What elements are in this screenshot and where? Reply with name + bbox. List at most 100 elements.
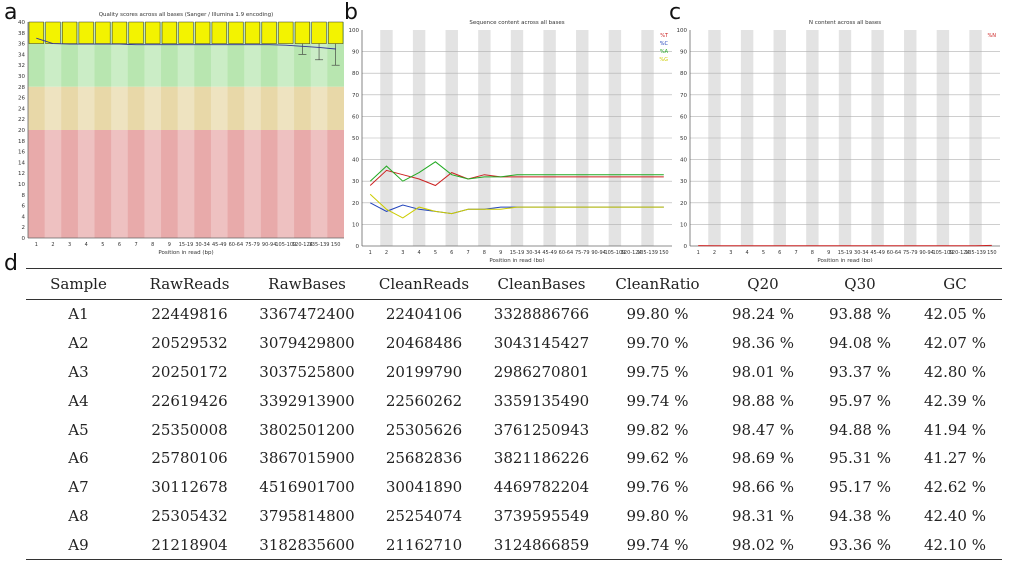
cell-gc: 41.27 % — [924, 449, 986, 468]
y-tick-label: 100 — [349, 28, 360, 34]
x-tick-label: 150 — [331, 242, 341, 248]
x-tick-label: 120-124 — [292, 242, 313, 248]
cell-cleanratio: 99.62 % — [626, 449, 689, 468]
x-tick-label: 30-34 — [854, 250, 869, 256]
cell-cleanbases: 4469782204 — [493, 478, 590, 497]
cell-sample: A3 — [68, 362, 89, 381]
x-tick-label: 4 — [418, 250, 421, 256]
cell-gc: 42.39 % — [924, 391, 986, 410]
quality-box — [111, 21, 128, 44]
y-tick-label: 40 — [352, 158, 359, 164]
quality-box — [145, 21, 161, 44]
column-header-cleanratio: CleanRatio — [601, 268, 714, 300]
quality-box — [228, 21, 244, 44]
x-tick-label: 90-94 — [919, 250, 934, 256]
cell-cleanratio: 99.70 % — [626, 334, 689, 353]
y-tick-label: 70 — [680, 93, 687, 99]
x-tick-label: 120-124 — [949, 250, 970, 256]
cell-cleanreads: 21162710 — [366, 530, 482, 561]
qc-summary-table: Sample RawReads RawBases CleanReads CleanBas… — [26, 268, 1002, 561]
x-tick-label: 5 — [101, 242, 104, 248]
y-tick-label: 40 — [18, 20, 25, 26]
column-stripe — [244, 22, 261, 238]
cell-q20: 98.88 % — [732, 391, 794, 410]
x-tick-label: 8 — [811, 250, 814, 256]
cell-rawbases: 3802501200 — [259, 420, 355, 439]
quality-score-svg: Quality scores across all bases (Sanger … — [18, 12, 344, 256]
y-tick-label: 22 — [18, 117, 25, 123]
quality-box — [45, 21, 61, 44]
y-tick-label: 10 — [352, 222, 359, 228]
table-header-row: Sample RawReads RawBases CleanReads CleanBas… — [26, 268, 1002, 300]
table-row: A1 22449816 3367472400 22404106 3328886766 99… — [26, 300, 1002, 329]
y-tick-label: 0 — [684, 244, 688, 250]
column-stripe — [277, 22, 295, 238]
x-tick-label: 6 — [118, 242, 121, 248]
quality-box — [195, 21, 211, 44]
y-tick-label: 26 — [18, 96, 25, 102]
column-stripe — [77, 22, 95, 238]
cell-sample: A5 — [68, 420, 89, 439]
cell-cleanbases: 3761250943 — [493, 420, 590, 439]
x-axis-label: Position in read (bp) — [158, 250, 213, 256]
y-tick-label: 0 — [22, 236, 26, 242]
cell-gc: 42.80 % — [924, 362, 986, 381]
sequence-content-chart: Sequence content across all bases 0 10 20 30… — [344, 0, 676, 262]
cell-rawbases: 4516901700 — [259, 478, 355, 497]
x-tick-label: 3 — [729, 250, 732, 256]
quality-box — [211, 21, 227, 44]
cell-q30: 93.36 % — [812, 530, 908, 561]
x-tick-label: 15-19 — [838, 250, 853, 256]
y-tick-label: 14 — [18, 160, 25, 166]
cell-cleanbases: 3124866859 — [482, 530, 601, 561]
x-tick-label: 6 — [778, 250, 781, 256]
column-stripe — [210, 22, 228, 238]
panel-label-c: c — [669, 0, 682, 25]
cell-rawbases: 3182835600 — [248, 530, 366, 561]
table-row: A2 20529532 3079429800 20468486 3043145427 99… — [26, 329, 1002, 358]
table-row: A8 25305432 3795814800 25254074 3739595549 99… — [26, 502, 1002, 531]
cell-q30: 95.17 % — [829, 478, 891, 497]
cell-cleanreads: 30041890 — [385, 478, 463, 497]
cell-sample: A9 — [26, 530, 131, 561]
x-tick-label: 1 — [369, 250, 372, 256]
x-tick-label: 135-139 — [637, 250, 658, 256]
cell-gc: 42.05 % — [924, 305, 986, 324]
x-tick-label: 8 — [151, 242, 154, 248]
cell-rawreads: 25350008 — [151, 420, 228, 439]
y-tick-label: 80 — [352, 71, 359, 77]
x-tick-label: 2 — [51, 242, 54, 248]
x-tick-label: 6 — [450, 250, 453, 256]
x-tick-label: 9 — [168, 242, 171, 248]
x-tick-label: 9 — [499, 250, 502, 256]
panel-label-d: d — [4, 251, 18, 276]
x-tick-label: 60-64 — [559, 250, 574, 256]
cell-gc: 42.10 % — [908, 530, 1002, 561]
cell-cleanratio: 99.74 % — [626, 391, 689, 410]
x-tick-label: 4 — [746, 250, 749, 256]
cell-cleanratio: 99.76 % — [626, 478, 689, 497]
x-tick-label: 60-64 — [229, 242, 244, 248]
quality-box — [78, 21, 94, 44]
column-header-cleanreads: CleanReads — [366, 268, 482, 300]
x-tick-label: 135-139 — [965, 250, 986, 256]
panel-label-b: b — [344, 0, 358, 25]
y-tick-label: 50 — [352, 136, 359, 142]
quality-box — [244, 21, 261, 44]
cell-rawreads: 20250172 — [151, 362, 228, 381]
quality-zone-ok — [28, 86, 344, 130]
cell-gc: 41.94 % — [924, 420, 986, 439]
cell-q20: 98.02 % — [714, 530, 812, 561]
legend-entry: %G — [659, 57, 668, 63]
x-tick-label: 5 — [434, 250, 437, 256]
cell-gc: 42.07 % — [924, 334, 986, 353]
x-tick-label: 105-109 — [275, 242, 296, 248]
x-tick-label: 9 — [827, 250, 830, 256]
x-tick-label: 75-79 — [245, 242, 260, 248]
cell-sample: A7 — [68, 478, 89, 497]
column-stripe — [44, 22, 62, 238]
x-tick-label: 75-79 — [575, 250, 590, 256]
quality-box — [128, 21, 144, 44]
y-tick-label: 0 — [356, 244, 360, 250]
cell-q20: 98.01 % — [732, 362, 794, 381]
